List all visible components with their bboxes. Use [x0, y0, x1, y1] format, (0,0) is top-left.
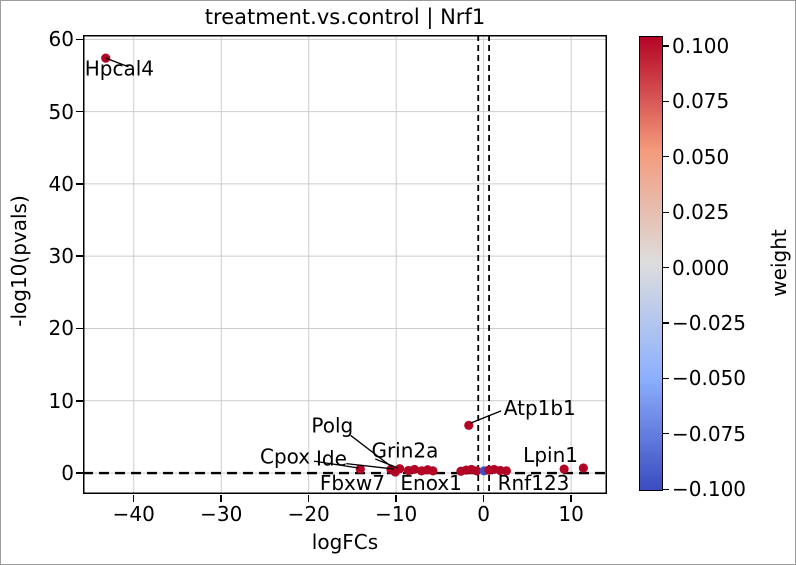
colorbar-tick-mark: [663, 211, 669, 213]
colorbar-tick-label: 0.000: [672, 255, 730, 280]
data-point: [409, 464, 420, 475]
x-tick-label: −20: [287, 502, 330, 526]
colorbar-tick-label: −0.050: [672, 366, 747, 391]
x-tick-mark: [395, 494, 397, 502]
annotation-leader-line: [374, 458, 399, 469]
chart-title: treatment.vs.control | Nrf1: [204, 5, 486, 29]
x-tick-mark: [482, 494, 485, 502]
y-tick-label: 50: [48, 99, 74, 124]
y-tick-mark: [76, 472, 83, 474]
y-tick-mark: [76, 400, 83, 402]
y-tick-mark: [76, 110, 83, 113]
colorbar-label: weight: [767, 229, 791, 297]
y-tick-label: 60: [48, 27, 74, 52]
gene-label: Polg: [311, 413, 353, 437]
data-point: [395, 464, 405, 474]
annotation-leader-line: [470, 410, 502, 424]
data-point: [472, 466, 482, 476]
colorbar-tick-mark: [663, 156, 669, 158]
colorbar-tick-mark: [663, 433, 669, 435]
colorbar-tick-label: 0.025: [672, 200, 730, 225]
gene-label: Cpox: [260, 444, 310, 468]
colorbar-tick-label: −0.100: [672, 477, 747, 502]
gene-label: Atp1b1: [504, 396, 576, 420]
colorbar-tick-label: 0.100: [672, 34, 730, 58]
y-tick-mark: [76, 38, 83, 41]
y-tick-label: 30: [48, 244, 74, 269]
colorbar-tick-mark: [663, 322, 669, 324]
x-tick-label: 10: [558, 502, 584, 526]
x-tick-mark: [307, 494, 310, 502]
colorbar-tick-label: 0.075: [672, 89, 730, 114]
data-point: [501, 466, 511, 476]
y-tick-label: 40: [48, 171, 74, 196]
y-tick-label: 20: [48, 316, 74, 341]
annotation-leader-line: [346, 462, 395, 470]
data-point: [355, 464, 365, 474]
x-tick-mark: [132, 494, 135, 502]
colorbar-tick-mark: [663, 266, 669, 269]
x-tick-label: 0: [477, 502, 491, 526]
annotation-leader-line: [105, 57, 129, 68]
data-point: [428, 466, 438, 476]
annotation-leader-line: [350, 434, 393, 468]
gene-label: Enox1: [400, 471, 462, 494]
plot-spines: [83, 35, 607, 494]
colorbar-tick-label: 0.050: [672, 144, 730, 169]
plot-area: Hpcal4 Polg Cpox Ide Grin2a Fbxw7 Enox1 Rnf123 A…: [83, 35, 607, 494]
y-tick-mark: [76, 183, 83, 185]
gene-label: Lpin1: [523, 443, 578, 467]
x-tick-label: −30: [200, 502, 243, 526]
y-tick-label: 10: [48, 388, 74, 413]
colorbar-tick-label: −0.075: [672, 421, 747, 446]
gene-label: Rnf123: [498, 471, 570, 494]
y-tick-label: 0: [61, 461, 74, 486]
data-point: [559, 464, 569, 474]
x-tick-mark: [220, 494, 222, 502]
colorbar: [639, 36, 663, 491]
gene-label: Hpcal4: [85, 56, 154, 80]
y-tick-mark: [76, 255, 83, 257]
gene-label: Fbxw7: [320, 471, 385, 494]
x-tick-label: −10: [375, 502, 418, 526]
gene-label: Ide: [316, 447, 347, 471]
x-axis-label: logFCs: [311, 530, 379, 554]
y-tick-mark: [76, 327, 83, 330]
colorbar-tick-mark: [663, 45, 669, 47]
colorbar-tick-mark: [663, 100, 669, 103]
x-tick-label: −40: [112, 502, 155, 526]
annotation-leader-line: [313, 460, 359, 469]
data-point: [578, 463, 588, 473]
colorbar-tick-label: −0.025: [672, 311, 747, 335]
gene-label: Grin2a: [371, 439, 438, 463]
colorbar-tick-mark: [663, 488, 669, 490]
colorbar-tick-mark: [663, 377, 669, 380]
x-tick-mark: [570, 494, 572, 502]
